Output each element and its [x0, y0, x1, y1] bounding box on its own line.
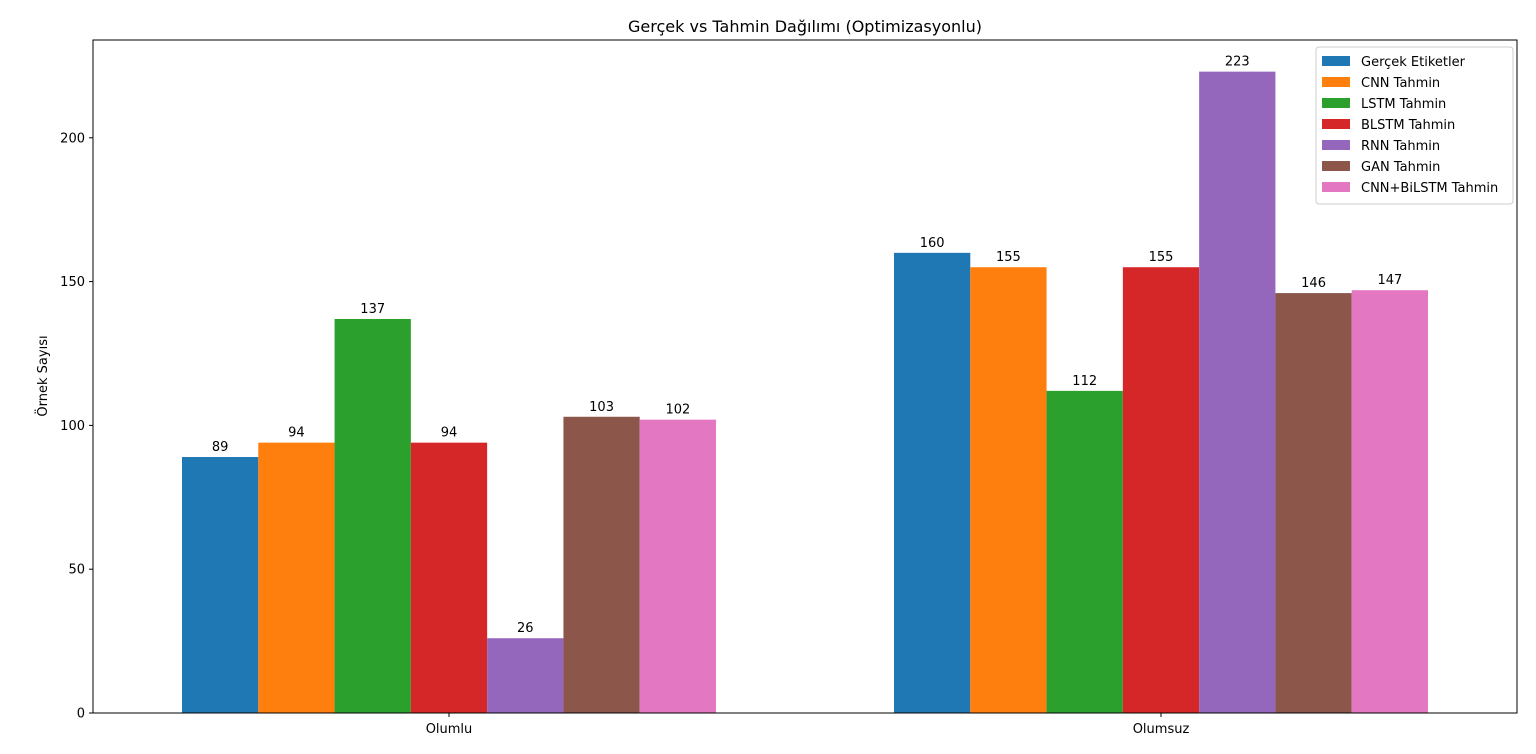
legend-label: RNN Tahmin	[1361, 139, 1440, 154]
legend-box	[1315, 46, 1514, 205]
legend-swatch	[1322, 182, 1350, 192]
y-tick-label: 150	[60, 275, 85, 290]
bar	[1275, 293, 1352, 713]
bar	[182, 457, 259, 713]
legend-label: BLSTM Tahmin	[1361, 118, 1455, 133]
bar-value-label: 160	[920, 236, 945, 251]
bar	[258, 442, 335, 713]
bar	[487, 638, 564, 713]
legend: Gerçek Etiketler CNN Tahmin LSTM Tahmin BLS…	[1315, 46, 1514, 205]
y-tick-label: 50	[68, 563, 85, 578]
plot-frame	[92, 39, 1518, 714]
bar-value-label: 89	[212, 440, 229, 455]
bar-value-label: 146	[1301, 276, 1326, 291]
bar-value-label: 155	[996, 250, 1021, 265]
bar	[1122, 267, 1200, 713]
bar-value-label: 223	[1225, 55, 1250, 70]
legend-swatch	[1322, 140, 1350, 150]
legend-label: LSTM Tahmin	[1361, 97, 1446, 112]
bar-value-label: 137	[360, 302, 385, 317]
legend-swatch	[1322, 161, 1350, 171]
legend-swatch	[1322, 119, 1350, 129]
bar-value-label: 26	[517, 621, 534, 636]
bar-value-label: 112	[1072, 374, 1097, 389]
chart-title: Gerçek vs Tahmin Dağılımı (Optimizasyonl…	[628, 17, 982, 36]
bar-value-label: 103	[589, 400, 614, 415]
bar-value-label: 155	[1149, 250, 1174, 265]
bar-labels-group: 89 94 137 94 26 103 102 160 155 112 155 223 146 147	[212, 55, 1402, 637]
y-tick-label: 200	[60, 131, 85, 146]
legend-label: CNN+BiLSTM Tahmin	[1361, 181, 1498, 196]
bar	[1351, 290, 1428, 713]
bar	[1046, 390, 1123, 713]
axes-group: 0 50 100 150 200 Olumlu Olumsuz	[60, 39, 1518, 737]
legend-swatch	[1322, 77, 1350, 87]
legend-swatch	[1322, 98, 1350, 108]
legend-label: GAN Tahmin	[1361, 160, 1440, 175]
bar	[410, 442, 488, 713]
bar	[894, 252, 971, 714]
y-tick-label: 0	[77, 707, 85, 722]
bar	[1199, 71, 1276, 714]
x-tick-label: Olumlu	[426, 722, 473, 737]
bars-group	[182, 71, 1428, 714]
bar	[334, 318, 411, 713]
legend-swatch	[1322, 56, 1350, 66]
bar	[970, 267, 1047, 713]
y-tick-label: 100	[60, 419, 85, 434]
bar-value-label: 94	[441, 426, 458, 441]
bar-value-label: 94	[288, 426, 305, 441]
y-axis-label: Örnek Sayısı	[34, 335, 51, 416]
bar	[639, 419, 716, 713]
legend-label: CNN Tahmin	[1361, 76, 1440, 91]
legend-label: Gerçek Etiketler	[1361, 55, 1466, 70]
bar-value-label: 102	[665, 403, 690, 418]
bar	[563, 416, 640, 713]
bar-value-label: 147	[1377, 273, 1402, 288]
x-tick-label: Olumsuz	[1133, 722, 1190, 737]
